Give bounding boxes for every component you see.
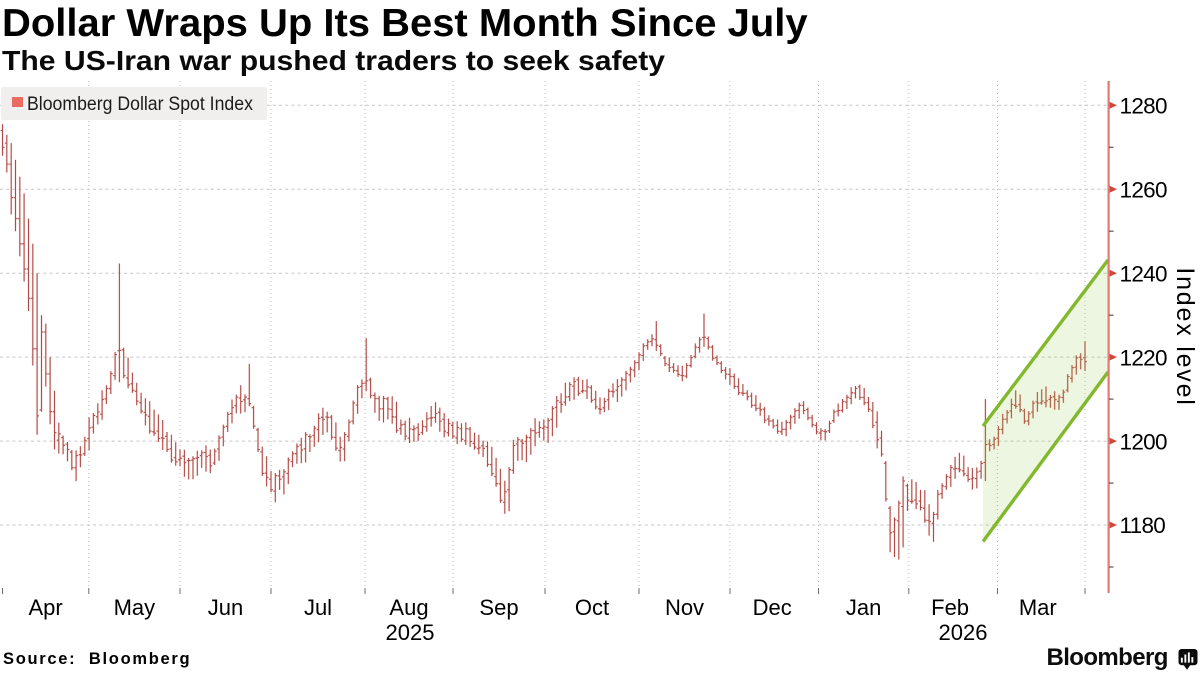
svg-text:Dec: Dec xyxy=(753,595,792,620)
svg-text:1240: 1240 xyxy=(1120,261,1167,286)
svg-text:1200: 1200 xyxy=(1120,429,1167,454)
svg-text:Oct: Oct xyxy=(575,595,609,620)
svg-text:Feb: Feb xyxy=(931,595,969,620)
svg-text:1280: 1280 xyxy=(1120,94,1167,119)
svg-text:May: May xyxy=(114,595,156,620)
svg-text:1260: 1260 xyxy=(1120,177,1167,202)
svg-text:Mar: Mar xyxy=(1019,595,1057,620)
svg-text:1220: 1220 xyxy=(1120,345,1167,370)
svg-text:2026: 2026 xyxy=(939,620,988,645)
svg-text:Sep: Sep xyxy=(479,595,518,620)
svg-text:2025: 2025 xyxy=(386,620,435,645)
svg-text:Jun: Jun xyxy=(208,595,243,620)
svg-text:Index level: Index level xyxy=(1171,267,1199,406)
svg-text:1180: 1180 xyxy=(1120,513,1166,538)
svg-text:Jul: Jul xyxy=(304,595,332,620)
svg-text:Aug: Aug xyxy=(389,595,428,620)
svg-text:Jan: Jan xyxy=(846,595,881,620)
svg-text:Nov: Nov xyxy=(665,595,704,620)
svg-text:Apr: Apr xyxy=(28,595,62,620)
